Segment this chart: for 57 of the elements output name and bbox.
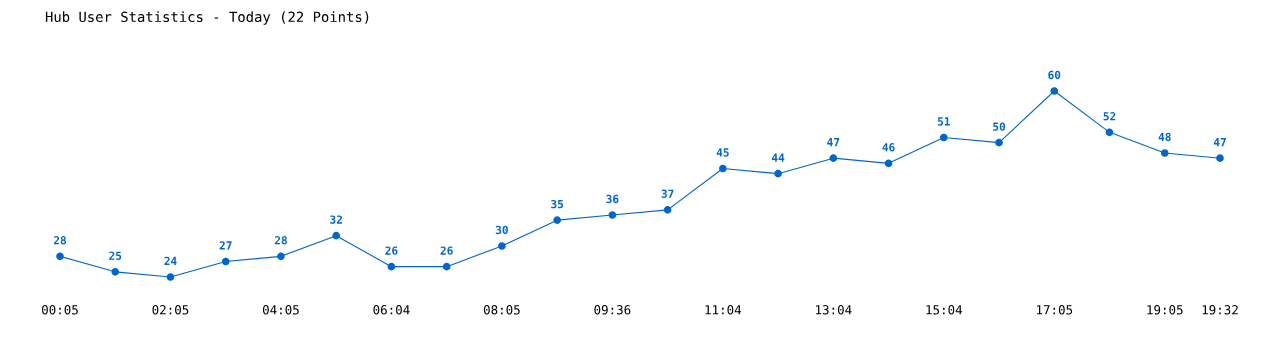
point xyxy=(56,252,64,261)
x-tick-label: 11:04 xyxy=(705,305,742,315)
point xyxy=(387,262,396,271)
data-label: 37 xyxy=(661,189,674,198)
point xyxy=(111,268,120,276)
data-label: 30 xyxy=(495,225,508,235)
point xyxy=(1105,128,1114,137)
data-label: 32 xyxy=(330,215,342,224)
data-label: 24 xyxy=(164,256,177,265)
data-label: 51 xyxy=(937,117,950,126)
point xyxy=(1160,149,1169,157)
point xyxy=(166,273,175,281)
point xyxy=(719,164,727,173)
point xyxy=(332,231,341,240)
point xyxy=(608,211,617,219)
point xyxy=(553,216,561,224)
point xyxy=(1216,154,1224,162)
x-tick-label: 19:32 xyxy=(1202,305,1238,315)
point xyxy=(995,138,1003,147)
data-label: 47 xyxy=(1213,138,1226,147)
data-label: 45 xyxy=(716,148,729,157)
data-label: 46 xyxy=(882,143,895,152)
x-tick-label: 17:05 xyxy=(1036,305,1073,315)
data-label: 26 xyxy=(385,246,398,255)
data-label: 28 xyxy=(274,236,287,245)
point xyxy=(663,206,672,214)
point xyxy=(774,169,782,178)
data-label: 28 xyxy=(53,236,66,245)
data-label: 36 xyxy=(606,194,619,204)
chart-title: Hub User Statistics - Today (22 Points) xyxy=(45,11,369,25)
data-label: 47 xyxy=(827,138,840,147)
point xyxy=(221,257,230,266)
x-tick-label: 00:05 xyxy=(42,305,78,315)
x-tick-label: 08:05 xyxy=(483,305,520,315)
x-tick-label: 09:36 xyxy=(594,305,631,315)
x-tick-label: 19:05 xyxy=(1147,305,1183,315)
point xyxy=(884,159,893,168)
point xyxy=(939,133,948,142)
data-label: 25 xyxy=(109,251,122,260)
point xyxy=(277,252,285,261)
x-tick-label: 13:04 xyxy=(816,305,852,315)
point xyxy=(498,242,506,250)
x-tick-label: 02:05 xyxy=(152,305,189,315)
data-label: 27 xyxy=(219,241,232,250)
data-label: 44 xyxy=(771,153,785,162)
x-tick-label: 15:04 xyxy=(926,305,963,315)
data-label: 50 xyxy=(993,122,1006,131)
data-label: 60 xyxy=(1048,70,1061,80)
data-label: 35 xyxy=(551,199,564,209)
data-label: 48 xyxy=(1158,132,1171,142)
data-label: 52 xyxy=(1103,112,1116,121)
point xyxy=(1050,87,1059,95)
point xyxy=(829,154,838,162)
data-label: 26 xyxy=(440,246,453,255)
point xyxy=(442,262,451,271)
x-tick-label: 06:04 xyxy=(373,305,410,315)
x-tick-label: 04:05 xyxy=(262,305,299,315)
